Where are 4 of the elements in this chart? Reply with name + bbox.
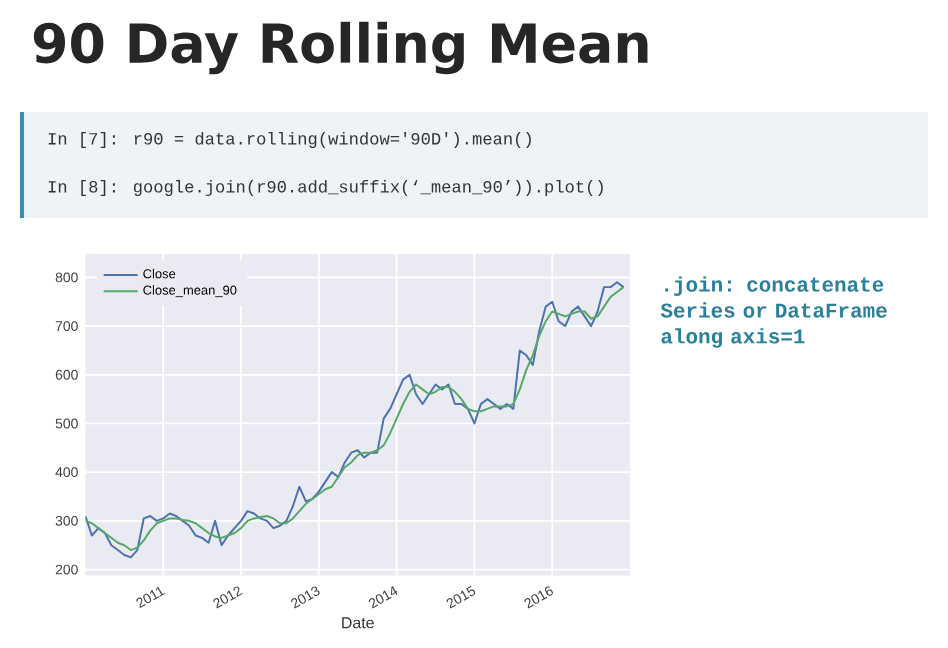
text: In [8]: google.join(r90.add_suffix(‘_mean_90’)).plot() <box>48 180 603 196</box>
text: .join: concatenate Series or DataFrame along axis=1 <box>660 276 887 348</box>
text: In [7]: r90 = data.rolling(window='90D').mean() <box>48 132 531 148</box>
chart-title: 90 Day Rolling Mean <box>33 21 648 75</box>
